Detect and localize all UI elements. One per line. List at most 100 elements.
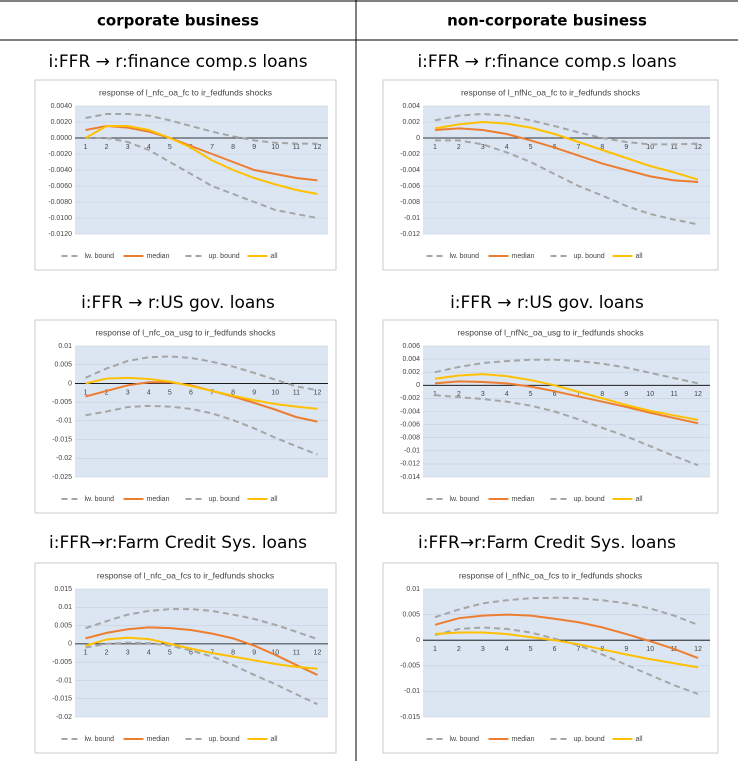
legend-label: up. bound (574, 736, 605, 743)
y-tick-label: 0.01 (58, 604, 72, 611)
x-tick-label: 8 (231, 389, 235, 396)
plot-area (423, 589, 710, 717)
x-tick-label: 4 (147, 650, 151, 657)
y-tick-label: -0.002 (400, 395, 420, 402)
y-tick-label: 0 (68, 380, 72, 387)
x-tick-label: 2 (105, 650, 109, 657)
legend-label: all (271, 253, 278, 260)
y-tick-label: -0.008 (400, 199, 420, 206)
y-tick-label: -0.0020 (48, 151, 72, 158)
legend-label: median (512, 496, 535, 503)
series-line (434, 358, 699, 385)
x-tick-label: 7 (577, 391, 581, 398)
x-tick-label: 4 (505, 646, 509, 653)
x-tick-label: 8 (231, 144, 235, 151)
y-tick-label: 0.002 (402, 369, 420, 376)
x-tick-label: 4 (147, 389, 151, 396)
y-tick-label: -0.0060 (48, 183, 72, 190)
x-tick-label: 1 (433, 646, 437, 653)
x-tick-label: 11 (670, 391, 677, 398)
y-tick-label: -0.004 (400, 167, 420, 174)
legend-label: median (512, 253, 535, 260)
y-tick-label: 0 (416, 637, 420, 644)
series-line (434, 120, 699, 181)
x-tick-label: 2 (105, 389, 109, 396)
legend-label: all (636, 736, 643, 743)
series-line (85, 626, 318, 676)
legend-label: up. bound (574, 496, 605, 503)
x-tick-label: 3 (126, 650, 130, 657)
chart-title: response of l_nfNc_oa_usg to ir_fedfunds… (457, 327, 643, 337)
x-tick-label: 5 (529, 646, 533, 653)
row-title: i:FFR → r:US gov. loans (450, 293, 644, 313)
series-line (434, 631, 699, 669)
series-line (85, 355, 318, 392)
x-tick-label: 6 (189, 650, 193, 657)
x-tick-label: 11 (670, 144, 677, 151)
y-tick-label: -0.015 (52, 696, 72, 703)
x-tick-label: 3 (481, 391, 485, 398)
chart-title: response of l_nfc_oa_fcs to ir_fedfunds … (97, 570, 274, 580)
y-tick-label: 0.01 (58, 343, 72, 350)
legend-label: median (147, 736, 170, 743)
y-tick-label: 0.0000 (51, 135, 73, 142)
x-tick-label: 10 (646, 144, 654, 151)
y-tick-label: 0.015 (54, 586, 72, 593)
x-tick-label: 6 (553, 391, 557, 398)
x-tick-label: 10 (271, 389, 279, 396)
legend-label: median (147, 253, 170, 260)
y-tick-label: 0.005 (402, 611, 420, 618)
x-tick-label: 9 (624, 391, 628, 398)
x-tick-label: 6 (553, 646, 557, 653)
y-tick-label: -0.015 (52, 436, 72, 443)
x-tick-label: 11 (293, 144, 300, 151)
series-line (85, 124, 318, 182)
y-tick-label: 0.005 (54, 622, 72, 629)
x-tick-label: 5 (168, 650, 172, 657)
legend-label: lw. bound (85, 736, 115, 743)
series-line (434, 380, 699, 425)
y-tick-label: -0.0040 (48, 167, 72, 174)
x-tick-label: 8 (600, 144, 604, 151)
x-tick-label: 8 (231, 650, 235, 657)
chart-title: response of l_nfc_oa_usg to ir_fedfunds … (95, 327, 275, 337)
chart-title: response of l_nfNc_oa_fcs to ir_fedfunds… (459, 570, 642, 580)
series-line (434, 613, 699, 660)
x-tick-label: 3 (126, 389, 130, 396)
series-line (85, 608, 318, 641)
y-tick-label: -0.01 (404, 215, 420, 222)
y-tick-label: 0 (416, 382, 420, 389)
series-line (434, 127, 699, 183)
y-tick-label: 0.0020 (51, 119, 73, 126)
legend-label: lw. bound (85, 496, 115, 503)
x-tick-label: 1 (84, 389, 88, 396)
x-tick-label: 10 (271, 650, 279, 657)
y-tick-label: -0.005 (52, 399, 72, 406)
legend-label: up. bound (209, 736, 240, 743)
y-tick-label: -0.008 (400, 435, 420, 442)
x-tick-label: 5 (168, 144, 172, 151)
x-tick-label: 4 (147, 144, 151, 151)
y-tick-label: -0.002 (400, 151, 420, 158)
y-tick-label: -0.01 (404, 688, 420, 695)
x-tick-label: 11 (293, 389, 300, 396)
y-tick-label: -0.014 (400, 474, 420, 481)
y-tick-label: 0.004 (402, 356, 420, 363)
x-tick-label: 5 (168, 389, 172, 396)
y-tick-label: -0.006 (400, 421, 420, 428)
series-line (434, 112, 699, 146)
series-line (85, 376, 318, 410)
y-tick-label: -0.005 (400, 663, 420, 670)
row-title: i:FFR→r:Farm Credit Sys. loans (49, 533, 307, 553)
x-tick-label: 12 (314, 650, 322, 657)
column-header: corporate business (97, 12, 259, 30)
x-tick-label: 9 (252, 144, 256, 151)
x-tick-label: 7 (577, 646, 581, 653)
y-tick-label: -0.025 (52, 474, 72, 481)
x-tick-label: 9 (252, 389, 256, 396)
legend-label: lw. bound (450, 736, 480, 743)
x-tick-label: 9 (624, 646, 628, 653)
y-tick-label: -0.012 (400, 461, 420, 468)
x-tick-label: 12 (694, 646, 702, 653)
